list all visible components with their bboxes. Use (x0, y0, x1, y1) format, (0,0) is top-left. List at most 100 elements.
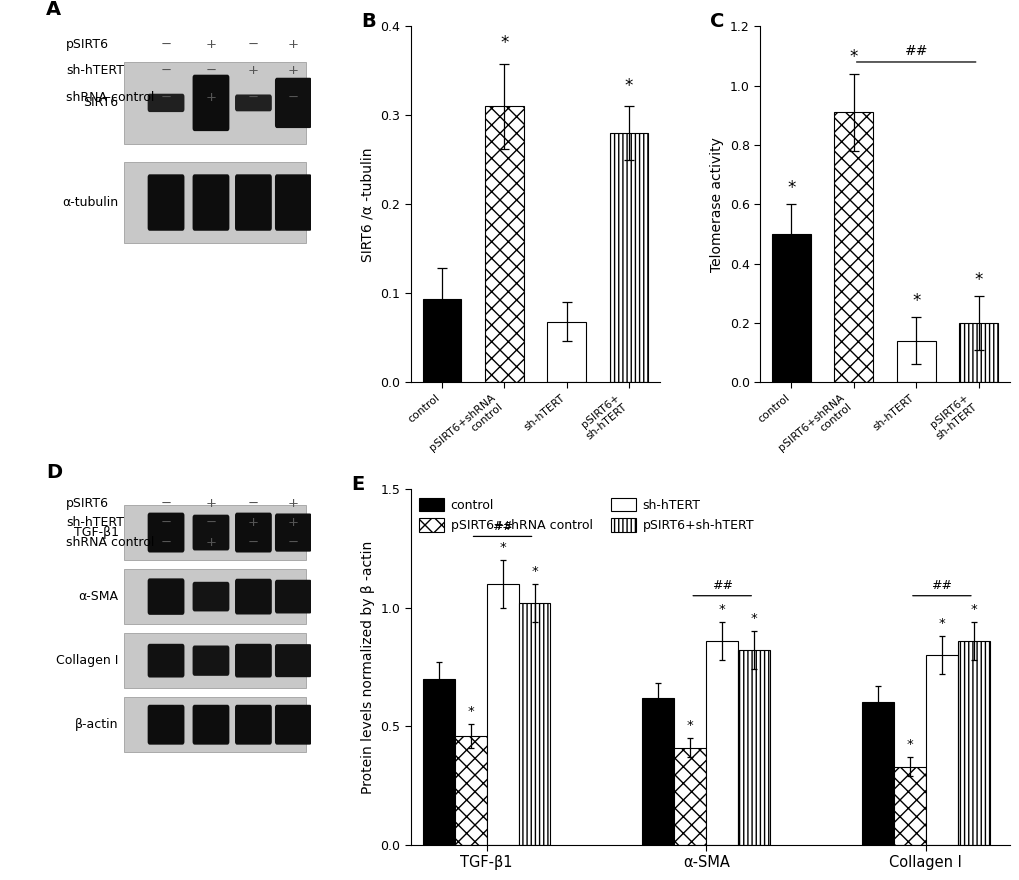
Text: *: * (937, 617, 945, 630)
Bar (609, 133, 648, 382)
Text: shRNA control: shRNA control (66, 91, 155, 104)
FancyBboxPatch shape (234, 94, 271, 112)
Bar (771, 234, 810, 382)
Text: *: * (973, 271, 982, 289)
Text: +: + (205, 496, 216, 510)
Text: *: * (498, 541, 505, 554)
Y-axis label: SIRT6 /α -tubulin: SIRT6 /α -tubulin (361, 147, 374, 261)
FancyBboxPatch shape (148, 93, 184, 112)
FancyBboxPatch shape (234, 705, 271, 744)
Bar (861, 702, 893, 845)
Text: +: + (287, 496, 299, 510)
Text: +: + (205, 536, 216, 549)
Text: *: * (911, 291, 919, 310)
Text: C: C (709, 12, 723, 31)
Text: −: − (205, 517, 216, 529)
Text: *: * (499, 34, 508, 52)
FancyBboxPatch shape (275, 174, 312, 231)
FancyBboxPatch shape (148, 644, 184, 678)
FancyBboxPatch shape (275, 513, 312, 552)
Bar (957, 641, 988, 845)
FancyBboxPatch shape (275, 705, 312, 744)
Text: pSIRT6: pSIRT6 (66, 38, 109, 51)
Bar (642, 698, 674, 845)
Bar (958, 323, 997, 382)
Bar (738, 650, 769, 845)
FancyBboxPatch shape (193, 582, 229, 612)
Bar (486, 583, 518, 845)
Text: +: + (287, 38, 299, 51)
FancyBboxPatch shape (275, 580, 312, 613)
Text: shRNA control: shRNA control (66, 536, 155, 549)
Bar (674, 747, 705, 845)
Text: D: D (46, 463, 62, 482)
Legend: control, pSIRT6+shRNA control, sh-hTERT, pSIRT6+sh-hTERT: control, pSIRT6+shRNA control, sh-hTERT,… (417, 495, 756, 534)
Text: B: B (361, 12, 375, 31)
Text: *: * (686, 719, 693, 732)
Bar (518, 603, 550, 845)
Text: −: − (248, 496, 259, 510)
Text: A: A (46, 0, 61, 19)
Bar (422, 678, 454, 845)
FancyBboxPatch shape (234, 579, 271, 614)
Text: −: − (248, 91, 259, 104)
Text: *: * (531, 565, 537, 578)
Bar (484, 106, 523, 382)
Bar (893, 766, 925, 845)
Text: +: + (248, 517, 259, 529)
Text: ##: ## (904, 43, 927, 57)
Text: sh-hTERT: sh-hTERT (66, 517, 124, 529)
FancyBboxPatch shape (148, 578, 184, 615)
Y-axis label: Protein levels normalized by β -actin: Protein levels normalized by β -actin (361, 540, 374, 794)
Bar (454, 736, 486, 845)
Text: *: * (906, 738, 912, 752)
FancyBboxPatch shape (123, 633, 306, 688)
Bar (925, 655, 957, 845)
Text: −: − (287, 91, 299, 104)
FancyBboxPatch shape (123, 505, 306, 561)
Text: *: * (849, 48, 857, 66)
Text: −: − (160, 64, 171, 77)
FancyBboxPatch shape (193, 515, 229, 551)
Text: ##: ## (930, 579, 952, 592)
Text: SIRT6: SIRT6 (84, 97, 118, 109)
FancyBboxPatch shape (193, 174, 229, 231)
Bar (547, 322, 586, 382)
FancyBboxPatch shape (193, 646, 229, 676)
Text: ##: ## (491, 520, 513, 533)
Text: +: + (205, 91, 216, 104)
FancyBboxPatch shape (234, 174, 271, 231)
Text: TGF-β1: TGF-β1 (73, 526, 118, 539)
FancyBboxPatch shape (123, 162, 306, 244)
FancyBboxPatch shape (275, 644, 312, 678)
Text: −: − (248, 536, 259, 549)
Text: ##: ## (711, 579, 732, 592)
Text: −: − (160, 496, 171, 510)
Text: −: − (160, 536, 171, 549)
FancyBboxPatch shape (193, 705, 229, 744)
Text: sh-hTERT: sh-hTERT (66, 64, 124, 77)
Text: E: E (351, 474, 364, 494)
Text: *: * (467, 705, 474, 718)
Text: −: − (160, 38, 171, 51)
FancyBboxPatch shape (148, 174, 184, 231)
FancyBboxPatch shape (148, 513, 184, 553)
Text: −: − (248, 38, 259, 51)
FancyBboxPatch shape (193, 75, 229, 131)
Bar (834, 113, 872, 382)
Text: +: + (205, 38, 216, 51)
Text: β-actin: β-actin (75, 718, 118, 731)
Y-axis label: Telomerase activity: Telomerase activity (709, 137, 723, 272)
Bar (705, 641, 738, 845)
FancyBboxPatch shape (234, 644, 271, 678)
Text: *: * (969, 603, 976, 616)
FancyBboxPatch shape (123, 569, 306, 624)
Text: +: + (287, 64, 299, 77)
Text: +: + (248, 64, 259, 77)
Text: α-tubulin: α-tubulin (62, 196, 118, 209)
FancyBboxPatch shape (275, 77, 312, 128)
Text: −: − (287, 536, 299, 549)
Text: α-SMA: α-SMA (78, 590, 118, 603)
Text: Collagen I: Collagen I (56, 654, 118, 667)
FancyBboxPatch shape (123, 697, 306, 752)
